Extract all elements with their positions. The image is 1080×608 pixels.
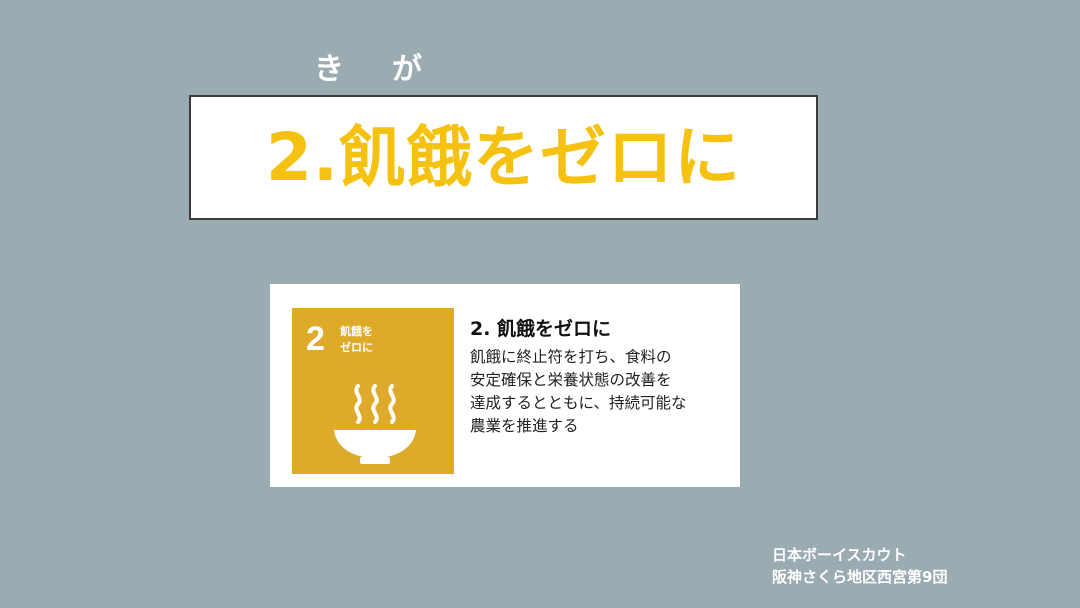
description-line: 農業を推進する — [470, 417, 579, 435]
ruby-ga: が — [392, 52, 422, 87]
description-line: 達成するとともに、持続可能な — [470, 394, 687, 412]
ruby-ki: き — [314, 52, 344, 87]
sdg-goal-card: 2 飢餓を ゼロに 2. 飢餓をゼロに 飢餓に終止符を打ち、食料の 安定確保と栄… — [270, 284, 740, 487]
title-ruby: き が — [300, 44, 500, 88]
sdg-goal-description: 飢餓に終止符を打ち、食料の 安定確保と栄養状態の改善を 達成するとともに、持続可… — [470, 346, 734, 438]
sdg-goal-tile: 2 飢餓を ゼロに — [292, 308, 454, 474]
sdg-tile-label-line2: ゼロに — [340, 341, 373, 354]
rice-bowl-icon — [334, 384, 416, 464]
title-banner: 2.飢餓をゼロに — [189, 95, 818, 220]
organization-line1: 日本ボーイスカウト — [772, 546, 907, 564]
organization-line2: 阪神さくら地区西宮第9団 — [772, 568, 948, 586]
sdg-goal-number: 2 — [306, 320, 325, 358]
sdg-tile-label-line1: 飢餓を — [340, 325, 373, 338]
slide-title: 2.飢餓をゼロに — [266, 118, 741, 196]
sdg-goal-tile-label: 飢餓を ゼロに — [340, 324, 420, 356]
organization-credit: 日本ボーイスカウト 阪神さくら地区西宮第9団 — [772, 544, 947, 588]
description-line: 安定確保と栄養状態の改善を — [470, 371, 672, 389]
description-line: 飢餓に終止符を打ち、食料の — [470, 348, 672, 366]
sdg-goal-heading: 2. 飢餓をゼロに — [470, 318, 612, 340]
